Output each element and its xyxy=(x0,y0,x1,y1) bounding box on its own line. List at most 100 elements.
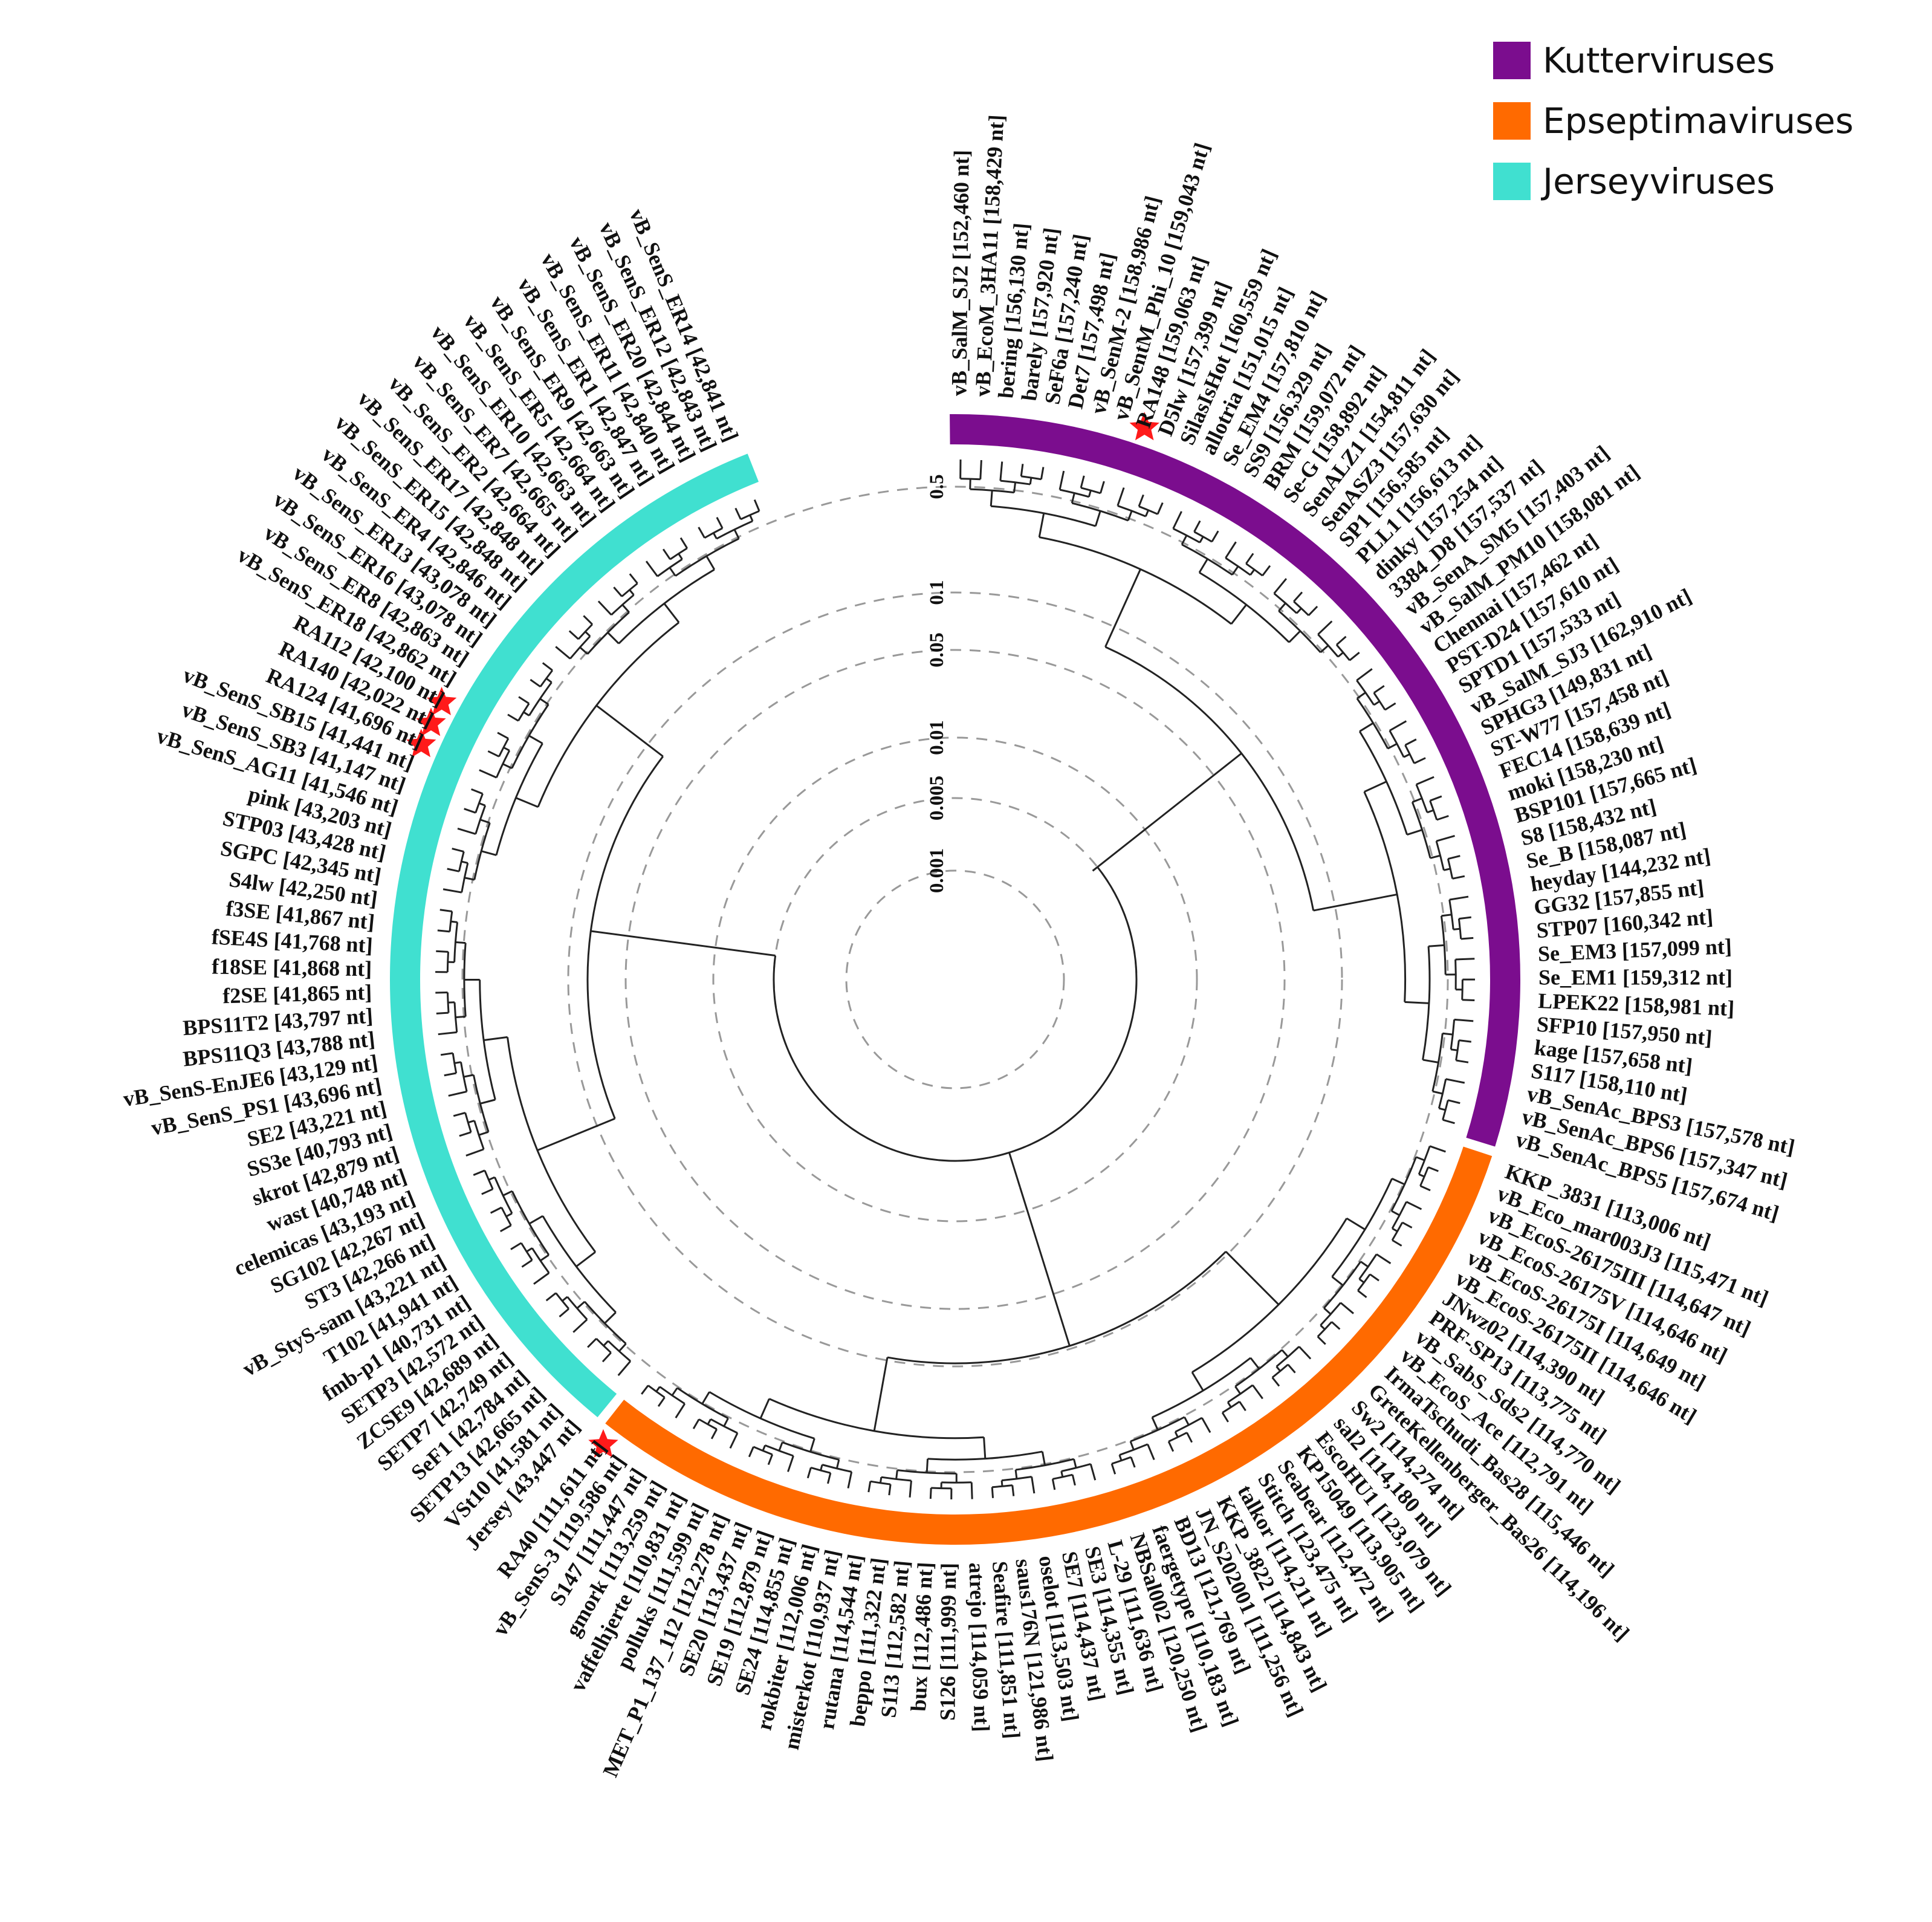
internal-arc xyxy=(1429,800,1438,820)
leaf-branch xyxy=(601,1352,612,1363)
internal-branch xyxy=(1337,652,1344,658)
leaf-branch xyxy=(641,1385,649,1395)
leaf-branch xyxy=(555,646,571,660)
internal-arc xyxy=(659,1386,686,1405)
internal-arc xyxy=(1461,979,1464,1000)
internal-branch xyxy=(467,1120,475,1124)
internal-branch xyxy=(463,1074,474,1078)
leaf-branch xyxy=(748,1446,754,1458)
internal-arc xyxy=(710,1418,738,1434)
internal-branch xyxy=(1118,1455,1123,1461)
scale-label: 0.005 xyxy=(926,776,948,820)
internal-branch xyxy=(1144,510,1149,517)
internal-branch xyxy=(1038,513,1045,537)
internal-branch xyxy=(585,631,591,637)
leaf-branch xyxy=(657,1397,666,1407)
internal-branch xyxy=(450,920,458,923)
internal-branch xyxy=(762,1444,767,1452)
scale-ring xyxy=(461,485,1449,1473)
internal-branch xyxy=(723,1418,729,1427)
internal-branch xyxy=(540,1254,549,1262)
internal-arc xyxy=(507,1037,597,1253)
internal-branch xyxy=(1358,1278,1365,1284)
leaf-branch xyxy=(1252,1385,1263,1400)
leaf-branch xyxy=(1201,1417,1211,1433)
internal-branch xyxy=(1041,1451,1046,1466)
internal-branch xyxy=(461,860,468,864)
internal-branch xyxy=(663,603,680,623)
scale-label: 0.001 xyxy=(926,848,948,893)
leaf-labels: vB_SalM_SJ2 [152,460 nt]vB_EcoM_3HA11 [1… xyxy=(122,114,1797,1781)
internal-branch xyxy=(1392,1178,1405,1186)
internal-arc xyxy=(495,750,511,778)
internal-arc xyxy=(555,1292,570,1310)
internal-branch xyxy=(701,1391,710,1404)
internal-arc xyxy=(1138,505,1158,515)
leaf-branch xyxy=(1356,668,1373,681)
internal-arc xyxy=(1175,1417,1203,1433)
internal-branch xyxy=(1071,493,1075,504)
leaf-branch xyxy=(448,1091,467,1097)
internal-branch xyxy=(1444,868,1451,871)
leaf-branch xyxy=(991,1487,994,1498)
internal-branch xyxy=(1404,1001,1430,1004)
internal-branch xyxy=(621,604,630,613)
internal-branch xyxy=(1450,1048,1458,1051)
internal-branch xyxy=(502,1190,513,1196)
root-arc xyxy=(773,866,1138,1162)
leaf-branch xyxy=(753,499,760,511)
leaf-branch xyxy=(1357,1290,1367,1298)
leaf-branch xyxy=(909,1480,912,1498)
leaf-branch xyxy=(1239,1401,1246,1412)
star-marker xyxy=(406,729,436,758)
leaf-branch xyxy=(1460,937,1474,940)
leaf-branch xyxy=(1221,1412,1229,1423)
leaf-branch xyxy=(1273,578,1288,594)
internal-arc xyxy=(1438,1079,1447,1109)
internal-branch xyxy=(1276,1366,1281,1372)
internal-branch xyxy=(671,1387,678,1396)
leaf-branch xyxy=(1454,1018,1474,1022)
internal-arc xyxy=(539,669,554,687)
internal-branch xyxy=(1073,1458,1077,1469)
internal-arc xyxy=(520,1242,533,1261)
leaf-branch xyxy=(542,662,553,671)
internal-arc xyxy=(1435,840,1445,871)
leaf-branch xyxy=(453,1112,466,1117)
leaf-label: f18SE [41,868 nt] xyxy=(212,955,372,981)
internal-arc xyxy=(528,681,553,716)
leaf-branch xyxy=(692,1418,700,1429)
internal-arc xyxy=(881,1476,912,1482)
leaf-branch xyxy=(675,1403,686,1419)
internal-branch xyxy=(562,1296,568,1302)
leaf-branch xyxy=(847,1472,853,1489)
leaf-branch xyxy=(867,1481,872,1493)
leaf-branch xyxy=(806,1467,812,1479)
internal-branch xyxy=(669,567,676,577)
internal-branch xyxy=(526,1247,533,1253)
leaf-label: S126 [111,999 nt] xyxy=(935,1563,961,1721)
leaf-branch xyxy=(1456,1059,1469,1063)
internal-arc xyxy=(1357,1273,1371,1291)
internal-branch xyxy=(1432,1090,1443,1095)
star-marker xyxy=(1129,412,1159,441)
leaf-branch xyxy=(1428,1166,1439,1172)
leaf-branch xyxy=(1186,1432,1193,1443)
internal-branch xyxy=(603,1340,609,1346)
internal-branch xyxy=(537,1117,615,1152)
internal-branch xyxy=(1441,914,1452,917)
leaf-branch xyxy=(1031,1476,1036,1494)
internal-branch xyxy=(778,1442,783,1452)
internal-branch xyxy=(1430,854,1441,859)
leaf-label: Se_EM1 [159,312 nt] xyxy=(1538,965,1733,989)
star-markers xyxy=(406,412,1159,1458)
leaf-branch xyxy=(438,1031,457,1036)
internal-branch xyxy=(1019,1187,1071,1346)
legend-swatch xyxy=(1493,163,1531,200)
leaf-branch xyxy=(533,1272,550,1285)
leaf-branch xyxy=(1405,1201,1422,1210)
leaf-branch xyxy=(617,1360,632,1377)
internal-branch xyxy=(545,677,553,683)
leaf-branch xyxy=(479,769,497,779)
internal-branch xyxy=(1013,482,1017,493)
